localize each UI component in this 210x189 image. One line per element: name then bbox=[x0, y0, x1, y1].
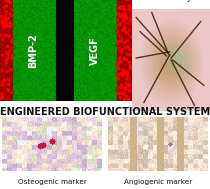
Text: Osteogenic marker: Osteogenic marker bbox=[18, 179, 86, 185]
Text: Angiogenic marker: Angiogenic marker bbox=[124, 179, 192, 185]
Text: BMP-2: BMP-2 bbox=[29, 33, 38, 68]
Text: VEGF: VEGF bbox=[89, 36, 100, 65]
Text: CAM assay: CAM assay bbox=[150, 0, 192, 2]
Text: ENGINEERED BIOFUNCTIONAL SYSTEM: ENGINEERED BIOFUNCTIONAL SYSTEM bbox=[0, 107, 210, 116]
